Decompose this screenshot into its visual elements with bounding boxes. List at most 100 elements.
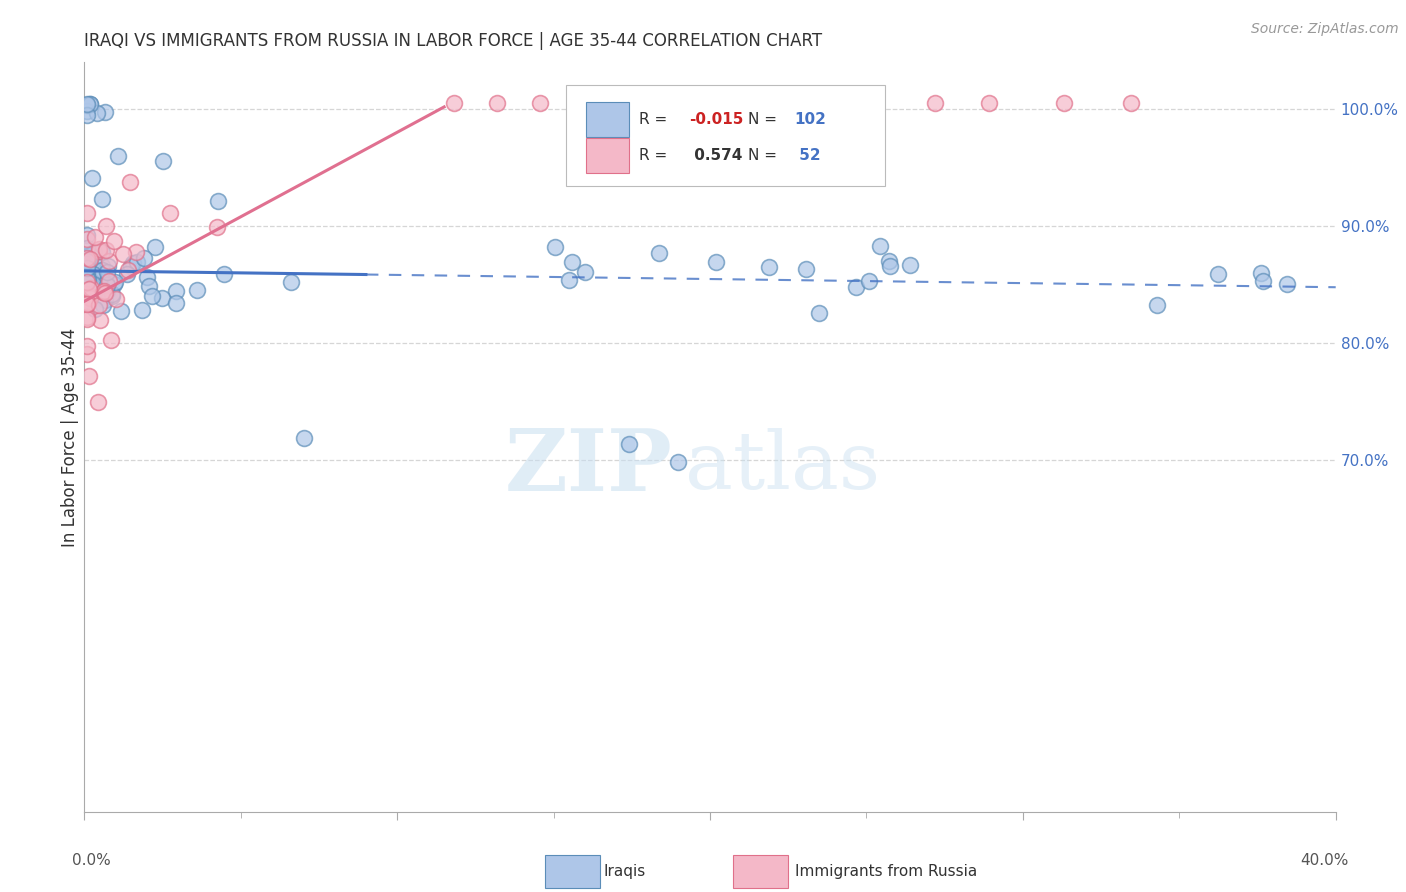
Text: 40.0%: 40.0%	[1299, 853, 1348, 868]
Point	[651, 96, 673, 111]
Text: 0.574: 0.574	[689, 148, 742, 163]
Point	[159, 206, 181, 220]
Point	[84, 230, 107, 244]
Point	[77, 289, 100, 303]
Point	[125, 255, 148, 269]
Point	[648, 246, 671, 260]
FancyBboxPatch shape	[567, 85, 886, 186]
Point	[79, 282, 101, 296]
Point	[76, 293, 98, 307]
Point	[120, 259, 142, 273]
Point	[96, 265, 118, 279]
Point	[94, 272, 117, 286]
Text: 0.0%: 0.0%	[72, 853, 111, 868]
Point	[794, 262, 817, 277]
Point	[76, 272, 98, 286]
Text: 102: 102	[794, 112, 825, 127]
Point	[94, 286, 117, 301]
Point	[76, 276, 98, 290]
Point	[94, 293, 117, 308]
Point	[91, 193, 114, 207]
Point	[77, 255, 100, 269]
Point	[76, 286, 98, 301]
Point	[713, 96, 735, 111]
Text: ZIP: ZIP	[505, 425, 672, 509]
Point	[898, 258, 921, 272]
Point	[77, 272, 100, 286]
Point	[76, 259, 98, 273]
Point	[807, 305, 830, 319]
Point	[845, 279, 868, 293]
Text: Immigrants from Russia: Immigrants from Russia	[796, 864, 977, 880]
Point	[574, 265, 596, 279]
Point	[879, 253, 901, 268]
Text: Source: ZipAtlas.com: Source: ZipAtlas.com	[1251, 22, 1399, 37]
Point	[76, 347, 98, 361]
Point	[443, 96, 465, 111]
Point	[110, 303, 132, 318]
Point	[77, 369, 100, 384]
Point	[1277, 277, 1299, 291]
Point	[76, 286, 98, 301]
Point	[97, 254, 120, 268]
Point	[1146, 297, 1168, 311]
Point	[76, 312, 98, 326]
Point	[79, 281, 101, 295]
Point	[165, 295, 187, 310]
Point	[76, 103, 98, 118]
Point	[76, 241, 98, 255]
Point	[91, 297, 114, 311]
Point	[858, 274, 880, 288]
Point	[1206, 267, 1229, 281]
Point	[76, 261, 98, 276]
Point	[138, 278, 160, 293]
Point	[79, 247, 101, 261]
Point	[207, 194, 229, 208]
Point	[76, 108, 98, 122]
Point	[77, 289, 100, 303]
Point	[79, 96, 101, 111]
Point	[869, 239, 891, 253]
FancyBboxPatch shape	[586, 103, 628, 136]
Point	[117, 263, 139, 277]
Point	[76, 206, 98, 220]
Point	[758, 260, 780, 274]
Point	[103, 277, 125, 291]
Point	[76, 227, 98, 242]
Point	[1052, 96, 1074, 111]
Point	[89, 244, 111, 259]
Point	[76, 272, 98, 286]
Point	[76, 265, 98, 279]
Point	[924, 96, 946, 111]
Point	[111, 247, 134, 261]
Point	[79, 277, 101, 291]
Point	[89, 298, 111, 312]
Point	[76, 271, 98, 285]
Point	[132, 251, 155, 265]
Text: R =: R =	[638, 148, 672, 163]
Point	[141, 289, 163, 303]
Point	[83, 270, 105, 285]
Point	[91, 260, 114, 274]
Point	[96, 243, 118, 257]
Point	[529, 96, 551, 111]
Point	[96, 278, 118, 293]
Point	[76, 254, 98, 268]
FancyBboxPatch shape	[546, 855, 600, 888]
Point	[82, 171, 104, 186]
Point	[91, 245, 114, 260]
Point	[977, 96, 1000, 111]
Point	[1251, 274, 1274, 288]
FancyBboxPatch shape	[586, 138, 628, 172]
Point	[93, 275, 115, 289]
Point	[657, 96, 679, 111]
Point	[165, 285, 187, 299]
Point	[76, 297, 98, 311]
Point	[558, 273, 581, 287]
Point	[104, 276, 127, 290]
Point	[76, 284, 98, 298]
Point	[561, 255, 583, 269]
Point	[186, 283, 208, 297]
Point	[786, 96, 808, 111]
Point	[76, 260, 98, 275]
